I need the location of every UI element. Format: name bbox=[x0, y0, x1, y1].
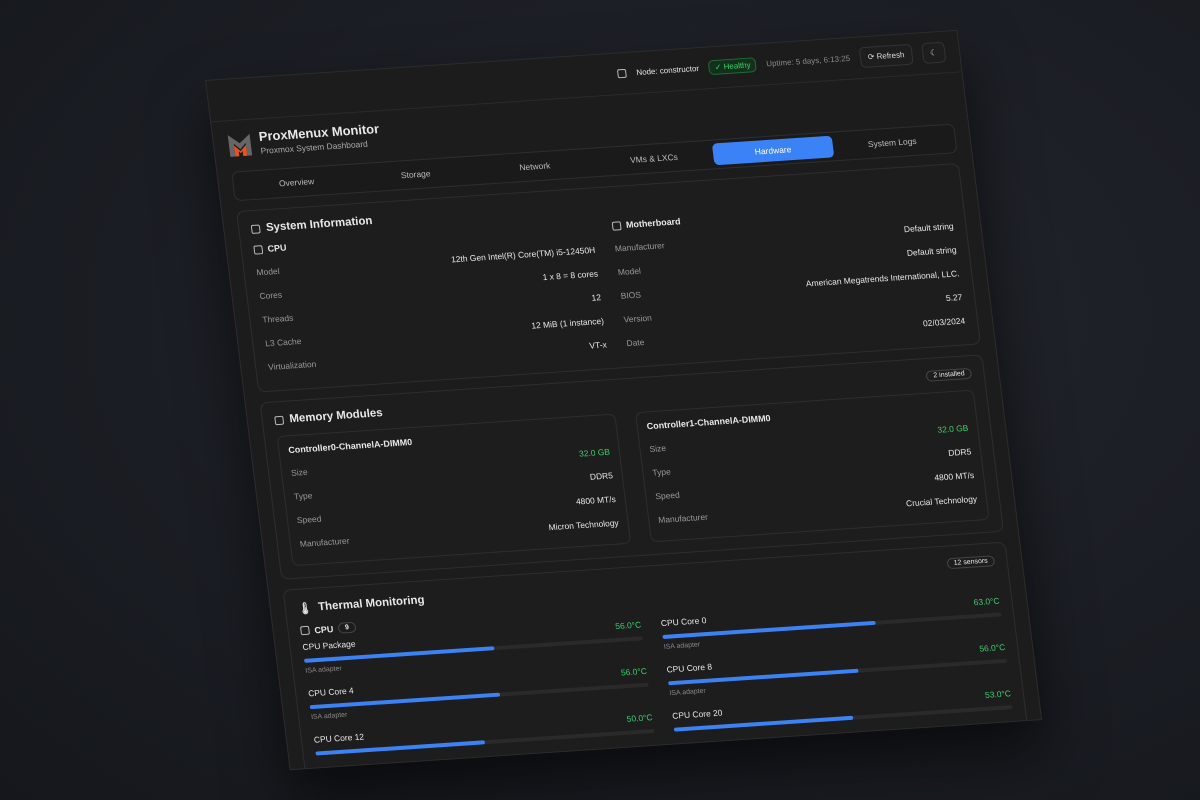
row-value: 4800 MT/s bbox=[575, 494, 617, 507]
row-value: VT-x bbox=[588, 339, 608, 351]
row-value: Micron Technology bbox=[548, 517, 620, 533]
row-value: 1 x 8 = 8 cores bbox=[541, 268, 599, 283]
memory-modules-card: Memory Modules 2 installed Controller0-C… bbox=[259, 354, 1005, 580]
card-title: Thermal Monitoring bbox=[317, 594, 426, 614]
row-value: 5.27 bbox=[945, 291, 963, 303]
sensor-temp: 56.0°C bbox=[620, 665, 648, 678]
sensor-name: CPU Core 0 bbox=[660, 615, 707, 629]
memory-icon bbox=[274, 415, 285, 425]
cpu-section: CPU Model 12th Gen Intel(R) Core(TM) i5-1… bbox=[253, 222, 608, 379]
tab-overview[interactable]: Overview bbox=[278, 176, 315, 189]
chip-icon bbox=[250, 223, 261, 234]
row-label: Version bbox=[623, 312, 653, 325]
cpu-icon bbox=[299, 625, 310, 636]
tab-hardware[interactable]: Hardware bbox=[712, 135, 834, 166]
row-label: Model bbox=[617, 265, 642, 278]
row-label: Virtualization bbox=[267, 358, 317, 372]
sensor-name: CPU Core 20 bbox=[671, 707, 723, 721]
row-label: Threads bbox=[261, 312, 294, 325]
sensor-temp: 53.0°C bbox=[984, 688, 1012, 700]
thermal-monitoring-card: 🌡 Thermal Monitoring 12 sensors CPU 9 CPU … bbox=[282, 541, 1029, 771]
row-label: Size bbox=[290, 466, 309, 478]
dashboard-window: Node: constructor ✓ Healthy Uptime: 5 da… bbox=[205, 29, 1043, 771]
memory-module: Controller1-ChannelA-DIMM0 Size 32.0 GB Typ… bbox=[635, 389, 990, 543]
sensor-item: CPU Core 8 56.0°C ISA adapter bbox=[666, 642, 1009, 697]
sensor-item: CPU Core 4 56.0°C ISA adapter bbox=[308, 666, 651, 721]
row-value: DDR5 bbox=[589, 470, 614, 482]
system-information-card: System Information CPU Model 12th Gen Int… bbox=[236, 162, 982, 393]
refresh-button[interactable]: ⟳ Refresh bbox=[858, 43, 914, 69]
motherboard-section: Motherboard Manufacturer Default string Mo… bbox=[611, 198, 967, 355]
row-value: 12th Gen Intel(R) Core(TM) i5-12450H bbox=[450, 244, 596, 265]
row-label: Model bbox=[255, 265, 281, 278]
tab-network[interactable]: Network bbox=[518, 160, 551, 173]
proxmenux-logo bbox=[227, 133, 253, 157]
sensor-temp: 50.0°C bbox=[626, 712, 654, 724]
theme-toggle-button[interactable]: ☾ bbox=[920, 41, 947, 64]
moon-icon: ☾ bbox=[929, 48, 938, 58]
row-value: American Megatrends International, LLC. bbox=[805, 268, 960, 289]
row-label: Size bbox=[648, 442, 667, 454]
row-label: L3 Cache bbox=[264, 336, 302, 349]
row-label: Date bbox=[625, 337, 645, 349]
sensor-name: CPU Core 4 bbox=[307, 685, 355, 699]
row-label: Manufacturer bbox=[657, 511, 709, 525]
app-header: ProxMenux Monitor Proxmox System Dashboa… bbox=[211, 72, 967, 168]
section-title: Motherboard bbox=[625, 216, 682, 230]
card-title: System Information bbox=[265, 215, 374, 234]
tab-vms-lxcs[interactable]: VMs & LXCs bbox=[629, 151, 679, 165]
row-value: 12 bbox=[590, 292, 602, 303]
sensor-temp: 63.0°C bbox=[973, 595, 1001, 608]
row-label: Cores bbox=[258, 289, 283, 301]
sensor-name: CPU Core 8 bbox=[665, 661, 713, 675]
thermometer-icon: 🌡 bbox=[297, 602, 314, 616]
row-value: 32.0 GB bbox=[936, 422, 969, 435]
refresh-label: Refresh bbox=[876, 50, 905, 62]
row-value: 32.0 GB bbox=[578, 446, 611, 459]
row-label: Manufacturer bbox=[614, 240, 666, 254]
status-badge: ✓ Healthy bbox=[707, 57, 758, 76]
status-text: Healthy bbox=[723, 60, 752, 72]
memory-module: Controller0-ChannelA-DIMM0 Size 32.0 GB Typ… bbox=[276, 413, 632, 567]
group-count: 9 bbox=[337, 621, 357, 634]
server-icon bbox=[617, 68, 628, 79]
uptime: Uptime: 5 days, 6:13:25 bbox=[765, 53, 851, 69]
card-title: Memory Modules bbox=[288, 407, 384, 426]
row-value: 02/03/2024 bbox=[922, 315, 966, 329]
row-label: BIOS bbox=[620, 289, 642, 301]
sensor-temp: 56.0°C bbox=[978, 642, 1006, 654]
cpu-icon bbox=[253, 244, 264, 255]
row-value: 4800 MT/s bbox=[933, 470, 975, 483]
row-label: Speed bbox=[296, 513, 322, 526]
sensor-temp: 56.0°C bbox=[614, 619, 642, 632]
sensors-badge: 12 sensors bbox=[946, 555, 996, 570]
row-label: Manufacturer bbox=[299, 535, 351, 549]
row-value: Crucial Technology bbox=[905, 493, 978, 509]
node-label: Node: constructor bbox=[635, 64, 700, 78]
row-value: DDR5 bbox=[947, 446, 972, 458]
row-label: Type bbox=[293, 490, 313, 502]
row-value: Default string bbox=[906, 244, 958, 258]
sensor-item: CPU Core 12 50.0°C bbox=[313, 712, 655, 756]
tab-system-logs[interactable]: System Logs bbox=[867, 135, 918, 150]
section-title: CPU bbox=[267, 242, 288, 254]
row-label: Type bbox=[651, 466, 672, 478]
sensor-name: CPU Package bbox=[301, 638, 356, 653]
sensor-name: CPU Core 12 bbox=[313, 731, 365, 745]
row-value: Default string bbox=[903, 221, 955, 235]
motherboard-icon bbox=[611, 220, 622, 231]
sensor-item: CPU Core 20 53.0°C bbox=[671, 688, 1013, 732]
installed-badge: 2 installed bbox=[925, 367, 973, 382]
tab-storage[interactable]: Storage bbox=[400, 168, 432, 181]
group-title: CPU bbox=[313, 623, 334, 635]
row-value: 12 MiB (1 instance) bbox=[530, 315, 605, 331]
row-label: Speed bbox=[654, 489, 681, 502]
